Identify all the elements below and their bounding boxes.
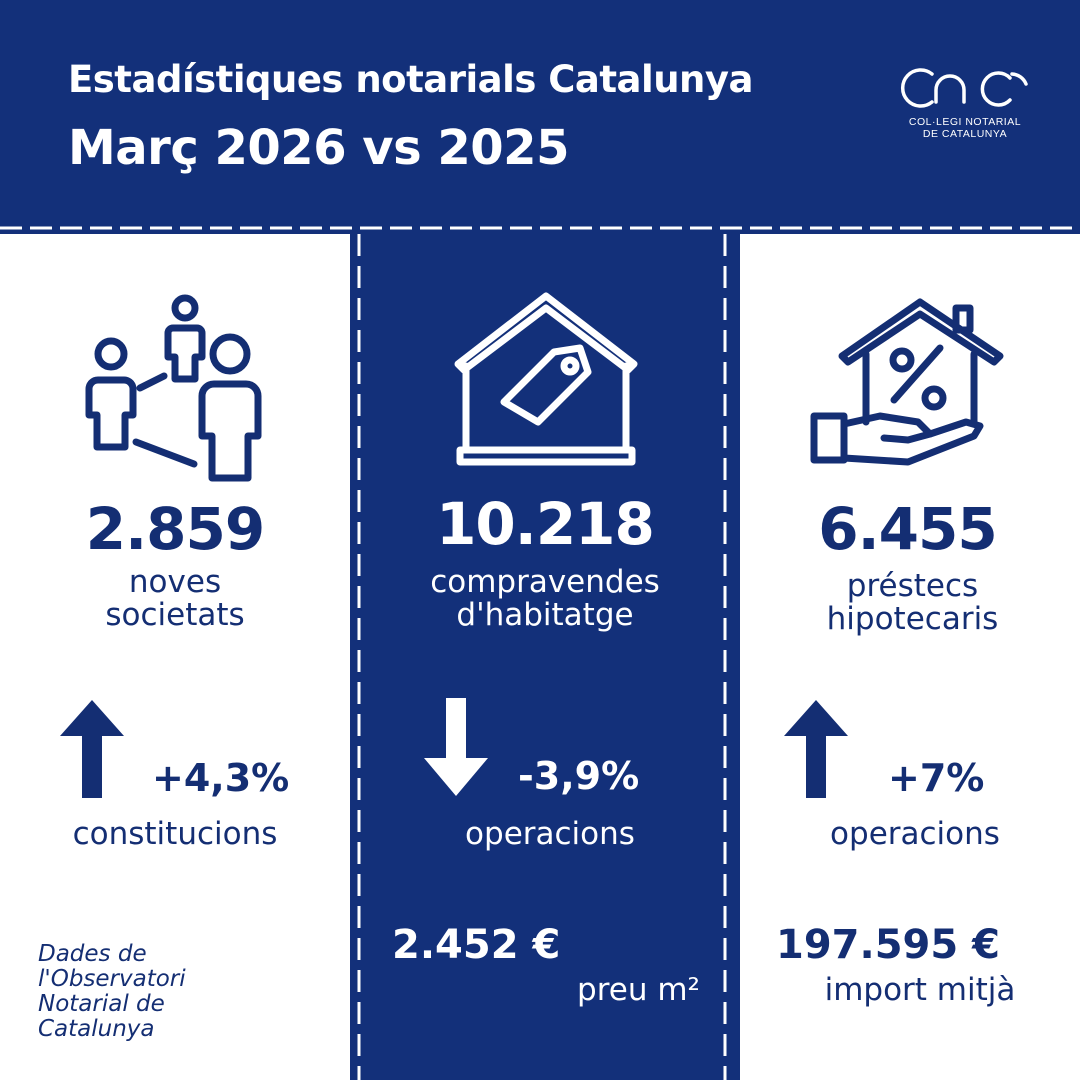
home-sales-change-value: -3,9%: [518, 754, 640, 798]
logo-text: COL·LEGI NOTARIAL DE CATALUNYA: [900, 116, 1030, 140]
source-note-line3: Notarial de: [38, 991, 165, 1017]
home-sales-label-line1: compravendes: [430, 564, 660, 600]
new-companies-value: 2.859: [85, 495, 265, 563]
average-amount-value: 197.595 €: [776, 922, 1000, 968]
header-dashed-border: [0, 224, 1080, 234]
source-note-line2: l'Observatori: [38, 966, 186, 992]
new-companies-label: noves societats: [40, 566, 310, 632]
logo-text-line2: DE CATALUNYA: [922, 128, 1008, 140]
source-note: Dades de l'Observatori Notarial de Catal…: [38, 942, 186, 1042]
arrow-up-icon: [784, 700, 848, 798]
cnc-logo: COL·LEGI NOTARIAL DE CATALUNYA: [900, 64, 1040, 144]
people-network-icon: [85, 294, 262, 482]
source-note-line4: Catalunya: [38, 1016, 155, 1042]
page-subtitle: Març 2026 vs 2025: [68, 120, 569, 176]
companies-change-value: +4,3%: [152, 756, 290, 800]
middle-column-panel: [350, 234, 740, 1080]
home-sales-label-line2: d'habitatge: [456, 597, 634, 633]
mortgages-value: 6.455: [818, 495, 997, 563]
home-sales-value: 10.218: [436, 490, 655, 558]
mortgages-change-value: +7%: [888, 756, 985, 800]
new-companies-label-line1: noves: [128, 564, 222, 600]
mortgages-label: préstecs hipotecaris: [770, 570, 1055, 636]
home-sales-change-label: operacions: [465, 816, 635, 852]
new-companies-label-line2: societats: [105, 597, 245, 633]
companies-change-label: constitucions: [72, 816, 278, 852]
source-note-line1: Dades de: [38, 941, 147, 967]
header-banner: Estadístiques notarials Catalunya Març 2…: [0, 0, 1080, 228]
home-sales-label: compravendes d'habitatge: [360, 566, 730, 632]
page-title: Estadístiques notarials Catalunya: [68, 58, 753, 101]
price-per-m2-label: preu m²: [577, 972, 700, 1008]
middle-column-right-dashed-border: [723, 234, 727, 1080]
middle-column-left-dashed-border: [357, 234, 361, 1080]
logo-text-line1: COL·LEGI NOTARIAL: [908, 116, 1022, 128]
average-amount-label: import mitjà: [824, 972, 1016, 1008]
arrow-down-icon: [424, 698, 488, 796]
cnc-logo-icon: [901, 68, 1028, 108]
house-price-tag-icon: [454, 292, 638, 466]
mortgages-label-line1: préstecs: [846, 568, 979, 604]
mortgages-change-label: operacions: [830, 816, 1000, 852]
arrow-up-icon: [60, 700, 124, 798]
price-per-m2-value: 2.452 €: [392, 922, 561, 968]
mortgages-label-line2: hipotecaris: [826, 601, 999, 637]
house-percent-hand-icon: [810, 298, 1004, 466]
